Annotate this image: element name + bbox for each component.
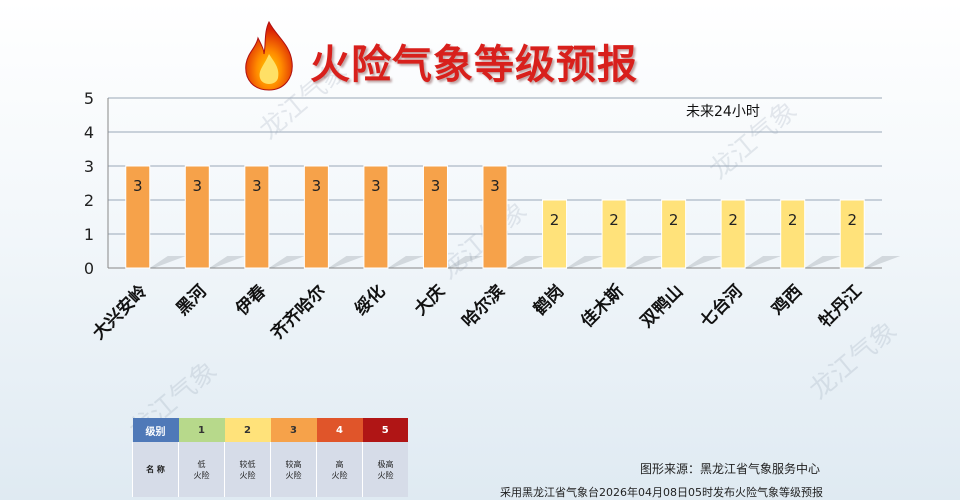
y-tick-label: 2 <box>84 191 94 210</box>
bar-shadow <box>804 256 841 268</box>
bar-shadow <box>149 256 186 268</box>
bar <box>244 165 270 269</box>
source-text: 图形来源：黑龙江省气象服务中心 <box>640 462 821 476</box>
x-tick-label: 大庆 <box>410 281 449 320</box>
bar-value-label: 2 <box>788 211 798 229</box>
bar-value-label: 3 <box>431 177 441 195</box>
bar <box>303 165 329 269</box>
x-tick-label: 鸡西 <box>767 281 807 321</box>
x-tick-label: 双鸭山 <box>636 281 687 332</box>
legend-level-name: 较高 火险 <box>270 442 317 497</box>
bar-value-label: 2 <box>609 211 619 229</box>
legend-level-name: 极高 火险 <box>362 442 408 497</box>
bar-value-label: 3 <box>371 177 381 195</box>
legend-level-cell: 5 <box>362 418 408 442</box>
bar-value-label: 3 <box>490 177 500 195</box>
bar <box>661 199 687 269</box>
legend-level-cell: 1 <box>178 418 225 442</box>
x-tick-label: 齐齐哈尔 <box>267 281 330 344</box>
bar <box>601 199 627 269</box>
x-tick-label: 伊春 <box>231 281 271 321</box>
bar-value-label: 2 <box>550 211 560 229</box>
bar <box>184 165 210 269</box>
y-tick-label: 1 <box>84 225 94 244</box>
bar-value-label: 2 <box>728 211 738 229</box>
y-tick-label: 3 <box>84 157 94 176</box>
bar-shadow <box>268 256 305 268</box>
x-tick-label: 大兴安岭 <box>88 281 151 344</box>
bar-shadow <box>447 256 484 268</box>
page-title: 火险气象等级预报 <box>310 42 638 88</box>
bar <box>720 199 746 269</box>
legend-level-name: 较低 火险 <box>224 442 271 497</box>
legend-level-name: 低火险 <box>178 442 225 497</box>
bar-shadow <box>387 256 424 268</box>
fire-risk-bar-chart: 0 1 2 3 4 5 未来24小时 3 大兴安岭 3 黑河 3 伊春 3 齐齐哈尔 3 绥化 3 大庆 3 哈尔滨 2 鹤… <box>84 89 901 344</box>
bar <box>422 165 448 269</box>
publish-text: 采用黑龙江省气象台2026年04月08日05时发布火险气象等级预报 <box>500 486 823 499</box>
bar-shadow <box>745 256 782 268</box>
legend-name-row: 名 称 低火险 较低 火险 较高 火险高火险 极高 火险 <box>132 442 408 497</box>
bar-value-label: 2 <box>669 211 679 229</box>
bar-value-label: 3 <box>312 177 322 195</box>
legend-level-name: 高火险 <box>316 442 363 497</box>
bar-value-label: 3 <box>193 177 203 195</box>
x-tick-label: 佳木斯 <box>577 281 628 332</box>
bar-shadow <box>864 256 901 268</box>
bar-shadow <box>209 256 246 268</box>
x-tick-label: 鹤岗 <box>529 281 568 320</box>
y-tick-label: 0 <box>84 259 94 278</box>
bar <box>125 165 151 269</box>
legend-level-cell: 2 <box>224 418 271 442</box>
x-tick-label: 哈尔滨 <box>458 281 509 332</box>
y-tick-label: 5 <box>84 89 94 108</box>
x-tick-label: 牡丹江 <box>815 281 866 332</box>
legend-row-label: 名 称 <box>132 442 179 497</box>
bar <box>780 199 806 269</box>
legend-level-cell: 3 <box>270 418 317 442</box>
bar <box>542 199 568 269</box>
x-tick-label: 黑河 <box>173 281 211 319</box>
legend-header-label: 级别 <box>132 418 179 442</box>
bar <box>482 165 508 269</box>
title-bar: 火险气象等级预报 <box>240 14 720 94</box>
flame-icon <box>245 20 293 91</box>
bar-shadow <box>566 256 603 268</box>
bar-value-label: 3 <box>252 177 262 195</box>
bar <box>363 165 389 269</box>
bar <box>839 199 865 269</box>
legend-level-cell: 4 <box>316 418 363 442</box>
x-tick-label: 七台河 <box>696 281 747 332</box>
bar-shadow <box>685 256 722 268</box>
y-tick-label: 4 <box>84 123 94 142</box>
bar-shadow <box>626 256 663 268</box>
bar-shadow <box>328 256 365 268</box>
x-tick-label: 绥化 <box>351 281 390 320</box>
bar-value-label: 2 <box>847 211 857 229</box>
bar-value-label: 3 <box>133 177 143 195</box>
chart-annotation: 未来24小时 <box>686 104 760 120</box>
bar-shadow <box>507 256 543 268</box>
